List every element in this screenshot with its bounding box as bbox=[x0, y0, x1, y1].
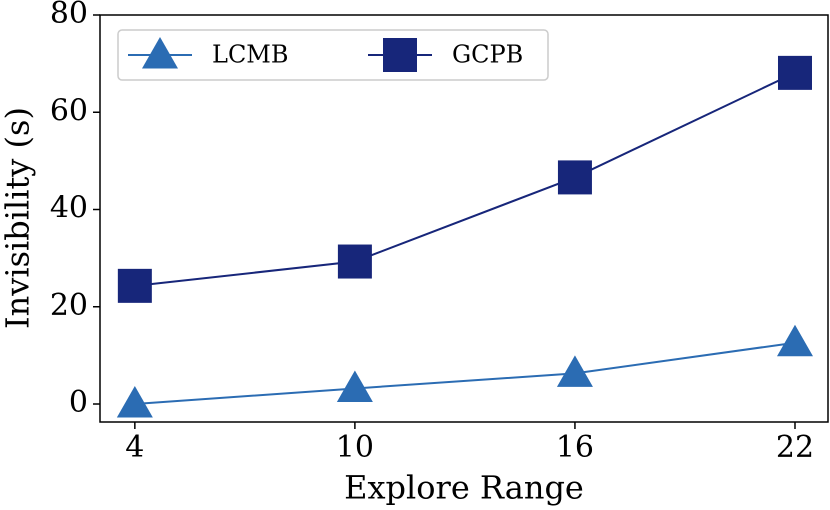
y-tick-label: 20 bbox=[50, 288, 88, 323]
marker bbox=[117, 268, 152, 303]
series-line bbox=[134, 341, 796, 406]
x-tick-label: 10 bbox=[336, 430, 374, 465]
legend-marker bbox=[142, 37, 178, 69]
y-tick-label: 60 bbox=[50, 93, 88, 128]
y-axis-label: Invisibility (s) bbox=[0, 107, 37, 329]
marker bbox=[556, 355, 593, 387]
marker bbox=[557, 160, 592, 195]
legend-label: GCPB bbox=[452, 41, 523, 69]
legend-marker bbox=[383, 38, 417, 72]
y-tick-label: 80 bbox=[50, 0, 88, 31]
legend-box bbox=[117, 29, 549, 81]
marker bbox=[336, 370, 373, 402]
y-tick-label: 0 bbox=[69, 385, 88, 420]
marker bbox=[116, 386, 153, 418]
x-tick-label: 16 bbox=[556, 430, 594, 465]
x-tick-label: 22 bbox=[776, 430, 814, 465]
marker bbox=[776, 324, 813, 357]
y-tick-label: 40 bbox=[50, 191, 88, 226]
legend-label: LCMB bbox=[212, 41, 289, 69]
marker bbox=[337, 244, 372, 279]
marker bbox=[777, 55, 812, 90]
plot-frame bbox=[99, 14, 829, 423]
x-tick-label: 4 bbox=[125, 430, 144, 465]
series-line bbox=[134, 71, 796, 287]
x-axis-label: Explore Range bbox=[344, 469, 584, 507]
